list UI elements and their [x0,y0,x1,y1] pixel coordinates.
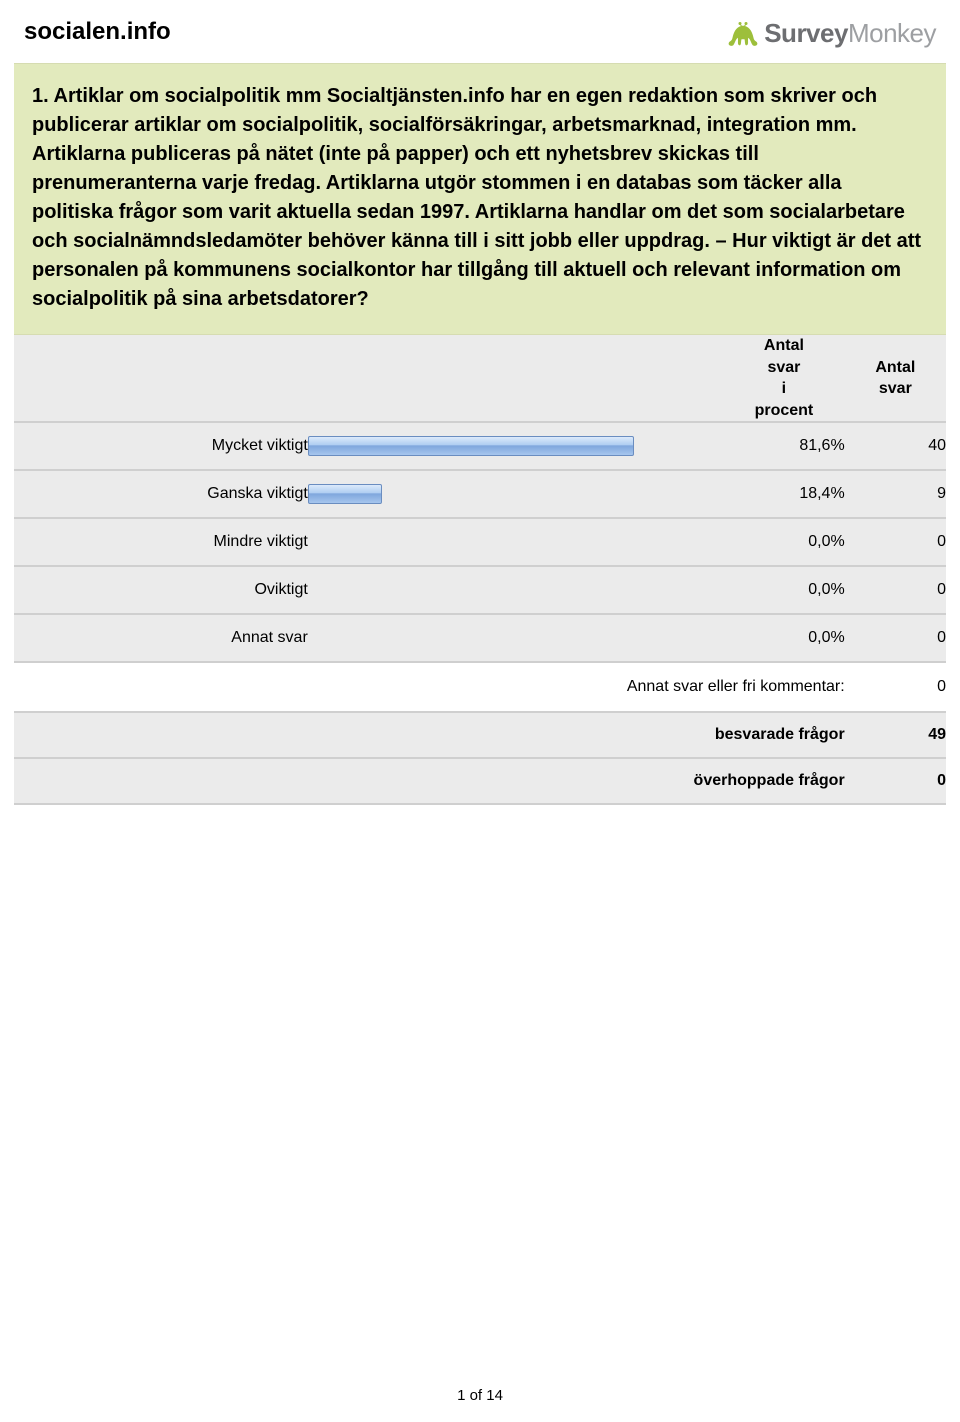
row-percent: 0,0% [723,518,845,566]
answered-row: besvarade frågor 49 [14,712,946,758]
skipped-count: 0 [845,758,946,804]
page: socialen.info SurveyMonkey 1. Artiklar o… [0,0,960,1422]
table-row: Mindre viktigt 0,0%0 [14,518,946,566]
row-percent: 81,6% [723,422,845,470]
skipped-label: överhoppade frågor [14,758,845,804]
row-percent: 18,4% [723,470,845,518]
free-comment-label: Annat svar eller fri kommentar: [14,662,845,712]
row-bar-cell [308,566,723,614]
table-row: Annat svar 0,0%0 [14,614,946,662]
row-bar-cell [308,614,723,662]
monkey-icon [728,21,758,47]
row-label: Ganska viktigt [14,470,308,518]
question-text: 1. Artiklar om socialpolitik mm Socialtj… [32,82,928,314]
row-count: 40 [845,422,946,470]
table-row: Ganska viktigt 18,4%9 [14,470,946,518]
bar-fill [308,436,634,456]
table-row: Mycket viktigt 81,6%40 [14,422,946,470]
question-box: 1. Artiklar om socialpolitik mm Socialtj… [14,63,946,335]
row-count: 0 [845,614,946,662]
col-header-count: Antal svar [845,335,946,422]
bar-fill [308,484,382,504]
surveymonkey-logo: SurveyMonkey [728,18,936,49]
row-count: 9 [845,470,946,518]
results-table: Antal svar i procent Antal svar Mycket v… [14,335,946,805]
row-bar-cell [308,422,723,470]
table-row: Oviktigt 0,0%0 [14,566,946,614]
row-percent: 0,0% [723,566,845,614]
col-header-percent: Antal svar i procent [723,335,845,422]
free-comment-row: Annat svar eller fri kommentar: 0 [14,662,946,712]
row-bar-cell [308,470,723,518]
skipped-row: överhoppade frågor 0 [14,758,946,804]
site-title: socialen.info [24,18,171,46]
header: socialen.info SurveyMonkey [14,18,946,63]
logo-text: SurveyMonkey [764,18,936,49]
page-indicator: 1 of 14 [0,1387,960,1404]
row-label: Annat svar [14,614,308,662]
answered-label: besvarade frågor [14,712,845,758]
row-count: 0 [845,518,946,566]
answered-count: 49 [845,712,946,758]
row-percent: 0,0% [723,614,845,662]
row-label: Oviktigt [14,566,308,614]
free-comment-count: 0 [845,662,946,712]
row-label: Mycket viktigt [14,422,308,470]
table-header-row: Antal svar i procent Antal svar [14,335,946,422]
row-label: Mindre viktigt [14,518,308,566]
row-bar-cell [308,518,723,566]
row-count: 0 [845,566,946,614]
